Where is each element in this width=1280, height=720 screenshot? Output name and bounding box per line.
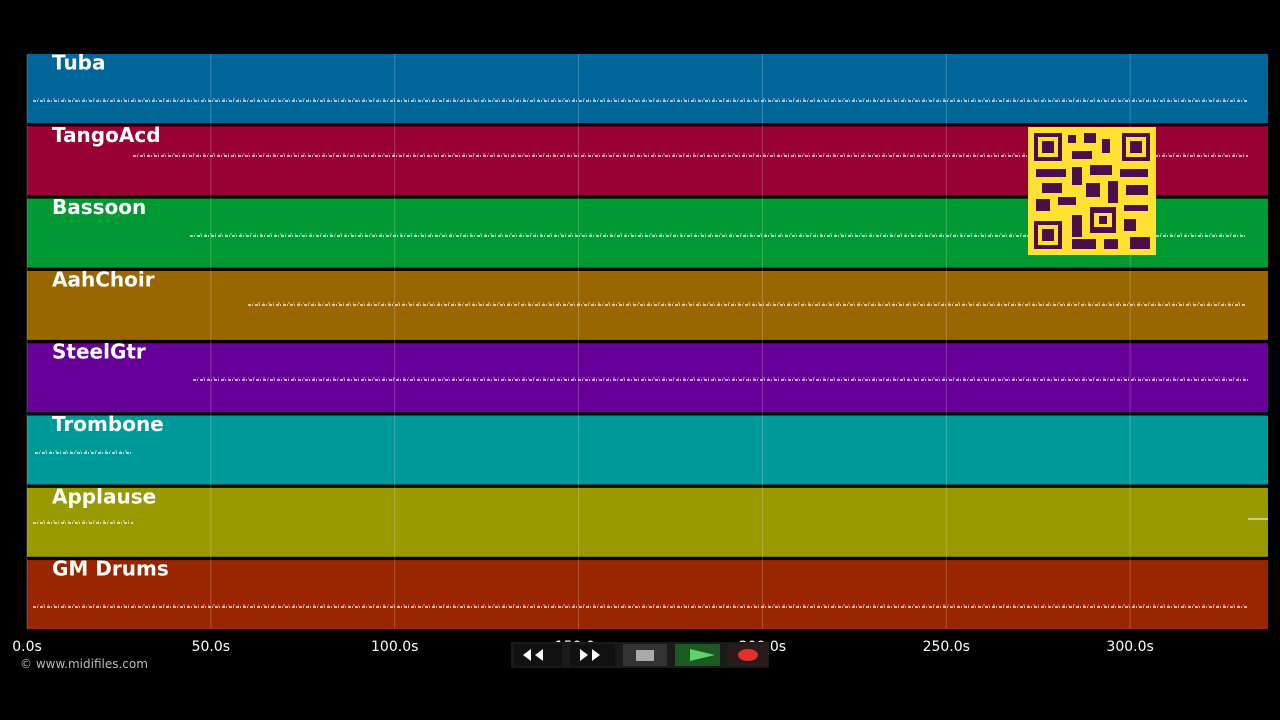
track-lane	[27, 560, 1268, 630]
notes	[33, 98, 1268, 608]
track-name: AahChoir	[52, 267, 155, 291]
track-lane	[27, 54, 1268, 123]
stop-button[interactable]	[623, 644, 667, 666]
track-name: SteelGtr	[52, 340, 146, 364]
track-lane	[27, 487, 1268, 557]
grid	[26, 54, 1131, 630]
track-name: Applause	[52, 484, 156, 508]
record-button[interactable]	[727, 644, 768, 666]
track-name: Bassoon	[52, 195, 146, 219]
qr-code	[1028, 127, 1156, 255]
rewind-button[interactable]	[514, 644, 562, 666]
play-button[interactable]	[675, 644, 720, 666]
track-names: Tuba TangoAcd Bassoon AahChoir SteelGtr Tromb…	[52, 51, 169, 581]
forward-button[interactable]	[570, 644, 615, 666]
track-name: GM Drums	[52, 557, 169, 581]
tick-label: 100.0s	[371, 639, 418, 655]
tick-label: 300.0s	[1106, 639, 1153, 655]
track-name: Tuba	[52, 51, 106, 75]
track-name: TangoAcd	[52, 123, 161, 147]
copyright: © www.midifiles.com	[20, 657, 148, 671]
tick-label: 50.0s	[192, 639, 230, 655]
tick-label: 250.0s	[923, 639, 970, 655]
tick-label: 0.0s	[12, 639, 42, 655]
track-name: Trombone	[52, 412, 164, 436]
track-lane	[27, 415, 1268, 485]
controls	[511, 642, 769, 668]
